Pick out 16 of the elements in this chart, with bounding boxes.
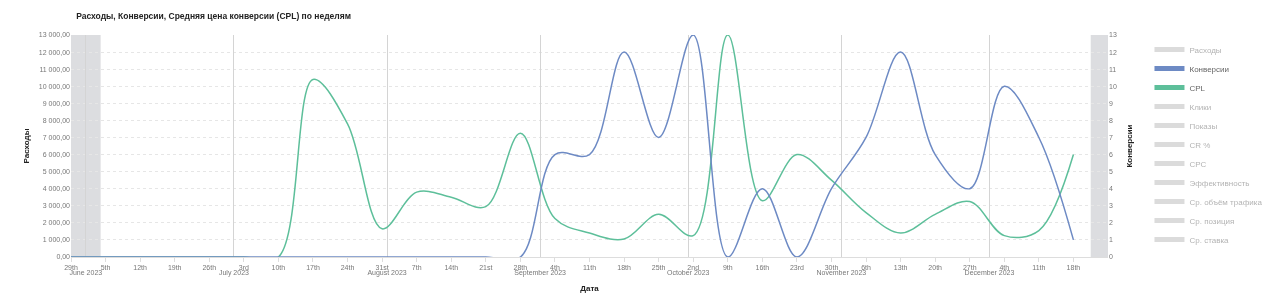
line-series [71, 35, 1075, 257]
legend-label: Расходы [1189, 45, 1222, 55]
legend-label: Ср. ставка [1189, 235, 1230, 245]
legend-label: Эффективность [1189, 178, 1250, 188]
legend-label: CPL [1189, 83, 1206, 93]
legend-label: Конверсии [1189, 64, 1230, 74]
legend-label: Ср. позиция [1189, 216, 1235, 226]
legend-label: Показы [1189, 121, 1218, 131]
x-axis-title: Дата [580, 283, 600, 293]
y2-axis-title: Конверсии [1124, 124, 1134, 168]
chart-title: Расходы, Конверсии, Средняя цена конверсии (CPL) по неделям [76, 11, 351, 22]
legend-label: Ср. объём трафика [1189, 197, 1263, 207]
legend-label: CPC [1189, 159, 1207, 169]
y-axis-title: Расходы [21, 128, 31, 164]
legend-label: Клики [1189, 102, 1212, 112]
legend-label: CR % [1189, 140, 1211, 150]
